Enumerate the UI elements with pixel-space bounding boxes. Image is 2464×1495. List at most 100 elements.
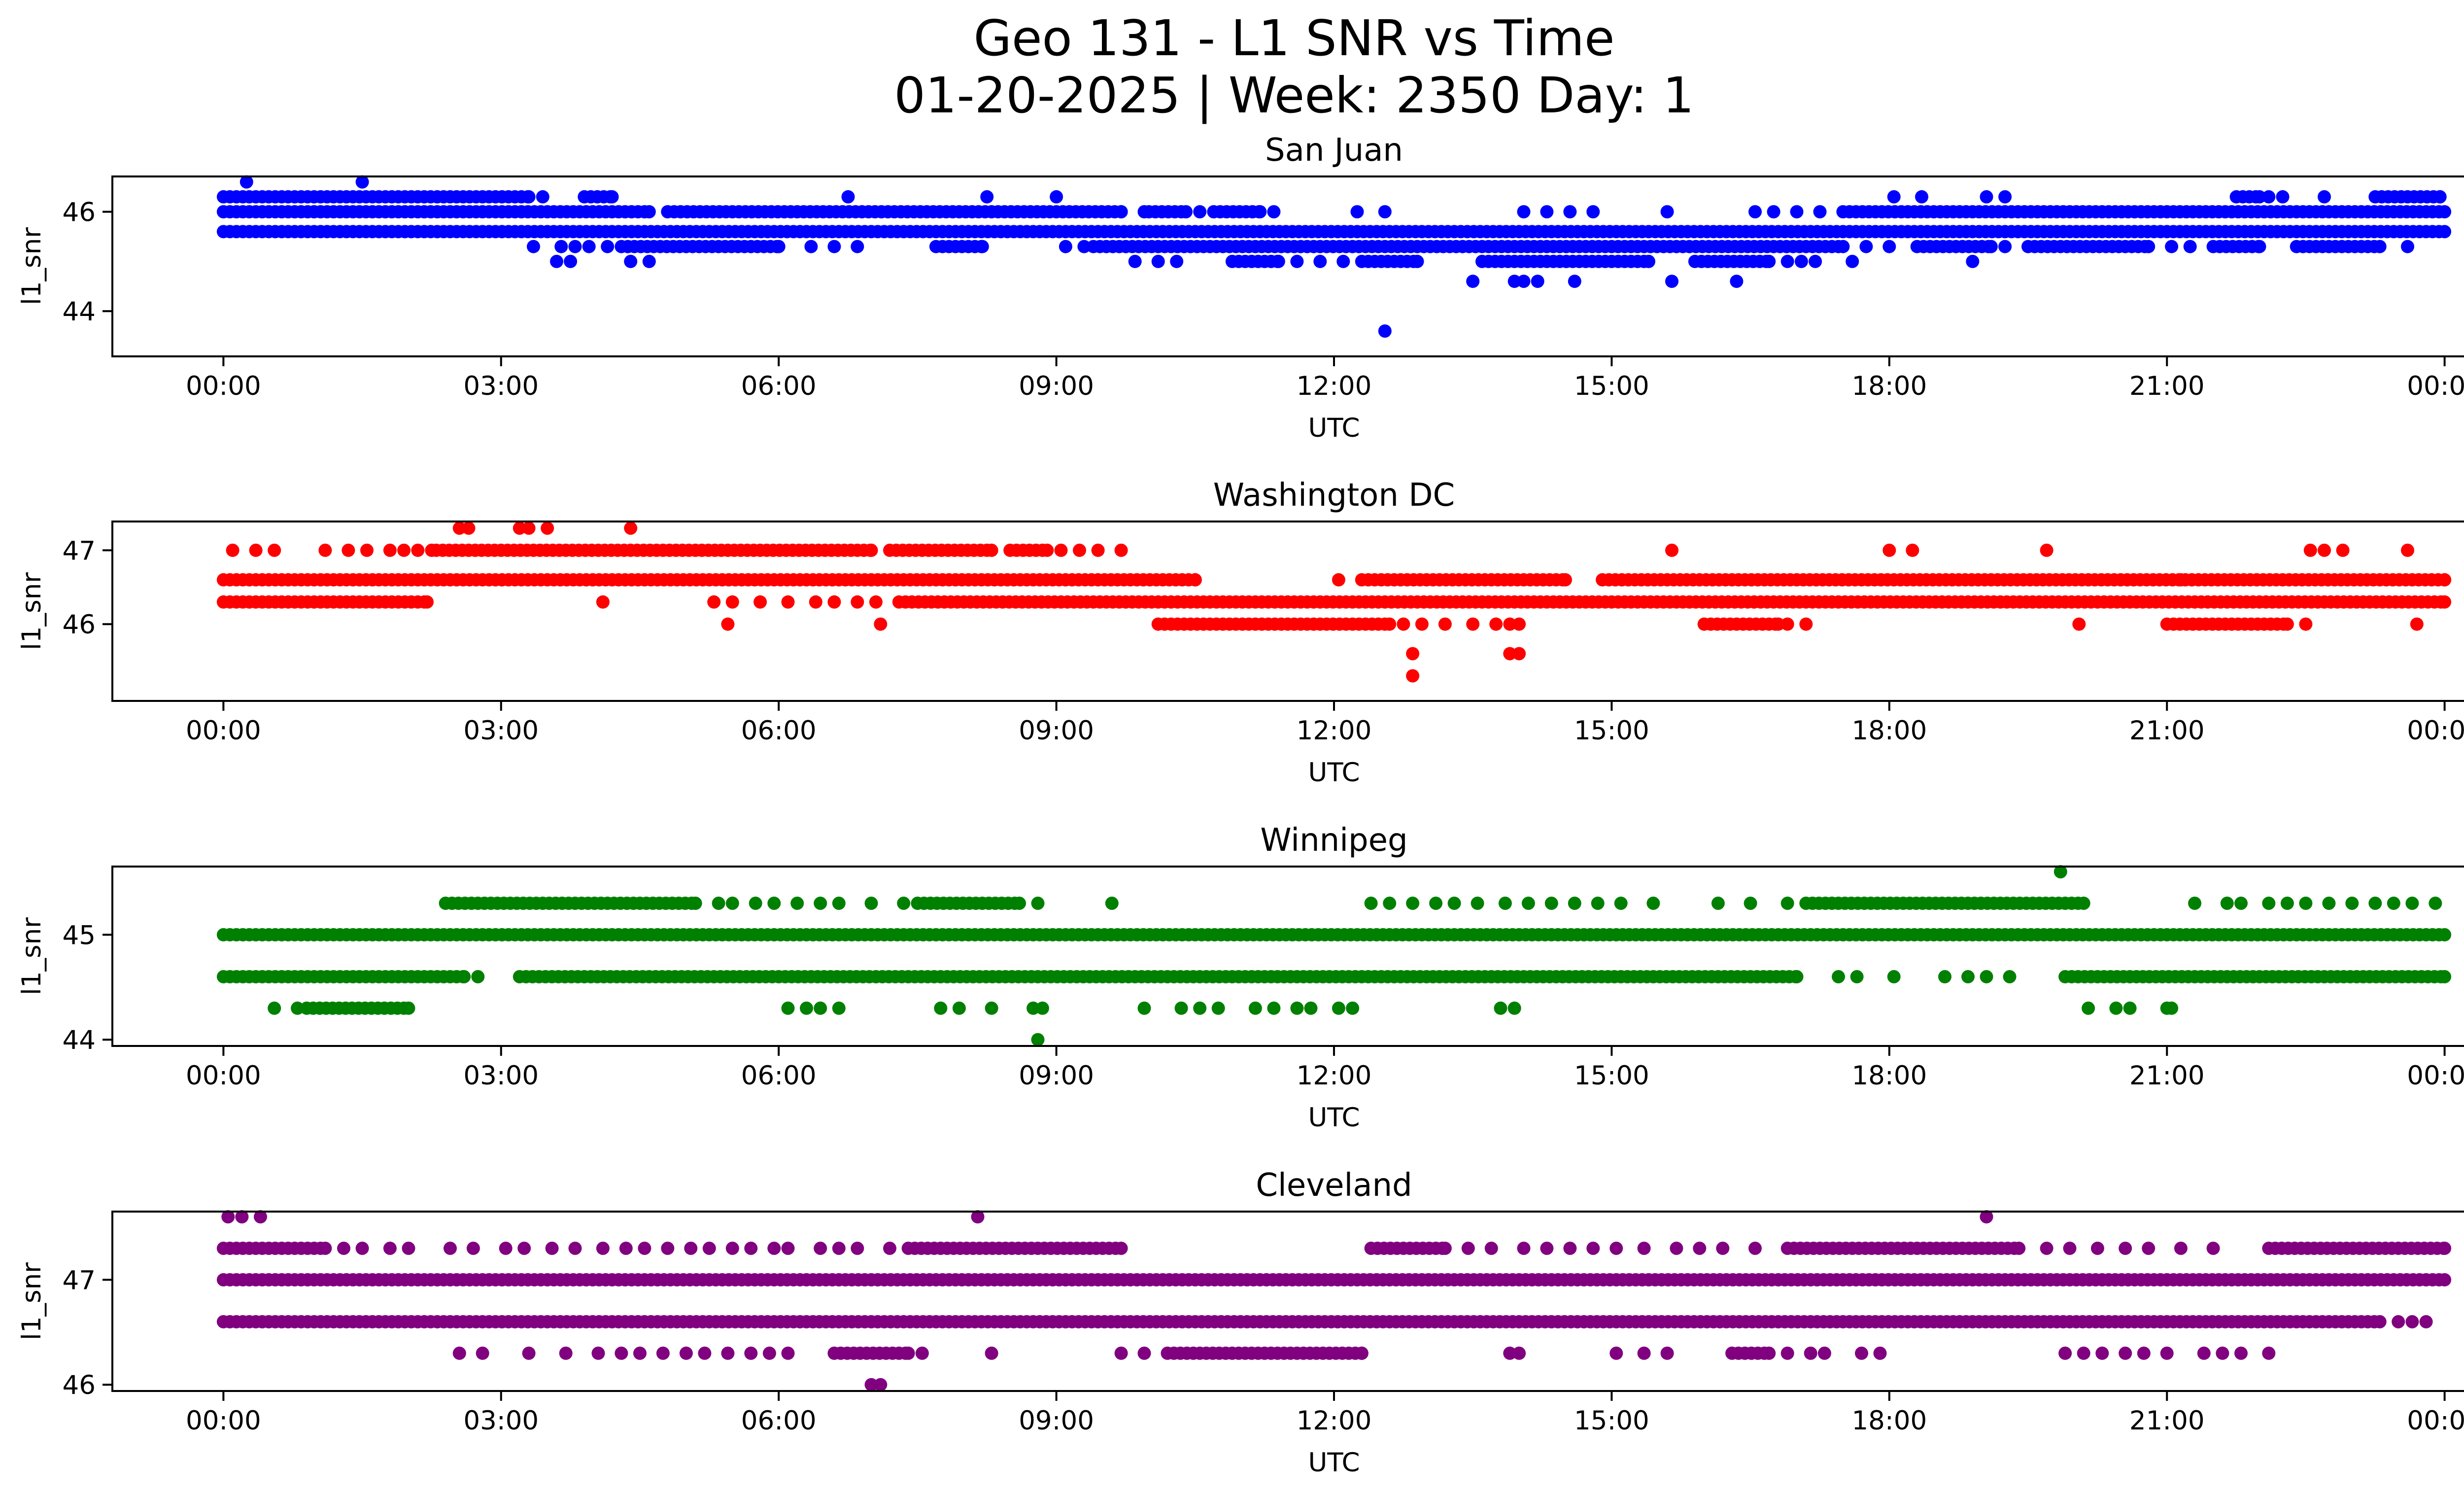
data-point (402, 1242, 415, 1255)
data-point (360, 543, 374, 557)
data-point (564, 254, 578, 268)
data-point (582, 240, 596, 253)
data-point (554, 240, 568, 253)
data-point (901, 1346, 915, 1360)
data-point (452, 522, 466, 535)
data-point (457, 970, 471, 983)
data-point (1350, 205, 1364, 219)
data-point (411, 543, 425, 557)
data-point (2137, 1346, 2151, 1360)
data-point (985, 1001, 998, 1015)
data-point (1489, 617, 1503, 631)
data-point (2109, 1001, 2123, 1015)
data-point (1748, 205, 1762, 219)
figure-title-line1: Geo 131 - L1 SNR vs Time (974, 9, 1615, 67)
x-axis-label: UTC (1308, 1448, 1360, 1478)
data-point (814, 1001, 827, 1015)
data-point (2438, 1242, 2452, 1255)
data-point (1980, 190, 1993, 204)
data-point (2280, 617, 2294, 631)
data-point (2090, 1242, 2104, 1255)
data-point (1415, 617, 1429, 631)
data-point (2165, 240, 2179, 253)
data-point (2401, 543, 2414, 557)
data-point (240, 175, 253, 189)
data-point (790, 897, 804, 910)
data-point (1660, 205, 1674, 219)
x-tick-label: 06:00 (741, 371, 817, 401)
x-tick-label: 15:00 (1574, 716, 1649, 746)
data-point (550, 254, 563, 268)
data-point (975, 240, 989, 253)
x-tick-label: 21:00 (2129, 1061, 2205, 1091)
data-point (1906, 543, 1919, 557)
data-point (2262, 190, 2276, 204)
data-point (1730, 275, 1744, 288)
data-point (402, 1001, 415, 1015)
data-point (1174, 1001, 1188, 1015)
data-point (1137, 1346, 1151, 1360)
data-point (235, 1210, 249, 1224)
data-point (1438, 617, 1452, 631)
data-point (2040, 1242, 2053, 1255)
data-point (2188, 897, 2202, 910)
data-point (1466, 275, 1480, 288)
data-point (1762, 1346, 1776, 1360)
data-point (1027, 1001, 1040, 1015)
subplot-san-juan: San Juan 00:00 03:00 06:00 09:00 12:00 15:00 1… (17, 132, 2464, 443)
data-point (452, 1346, 466, 1360)
data-point (541, 522, 554, 535)
data-point (744, 1346, 758, 1360)
x-axis-label: UTC (1308, 413, 1360, 443)
data-point (2438, 970, 2452, 983)
x-tick-label: 00:00 (186, 1406, 261, 1436)
data-point (601, 240, 615, 253)
figure-title-line2: 01-20-2025 | Week: 2350 Day: 1 (894, 67, 1694, 124)
data-point (1267, 1001, 1281, 1015)
data-point (1882, 240, 1896, 253)
data-point (476, 1346, 489, 1360)
data-point (809, 595, 822, 609)
x-tick-label: 15:00 (1574, 1406, 1649, 1436)
data-point (1614, 897, 1628, 910)
y-axis-label: l1_snr (17, 1262, 47, 1340)
data-point (2119, 1242, 2132, 1255)
data-point (1780, 897, 1794, 910)
data-point (2373, 1315, 2387, 1328)
data-point (2095, 1346, 2109, 1360)
data-point (971, 1210, 985, 1224)
data-point (1762, 254, 1776, 268)
data-point (2280, 897, 2294, 910)
y-tick-label: 47 (63, 536, 96, 566)
data-point (1998, 240, 2012, 253)
data-point (425, 543, 439, 557)
x-tick-label: 09:00 (1019, 716, 1094, 746)
y-tick-label: 46 (63, 610, 96, 640)
data-point (2012, 1242, 2026, 1255)
data-point (1980, 970, 1993, 983)
data-point (2401, 240, 2414, 253)
y-axis-ticks: 46 47 (63, 1265, 112, 1400)
data-point (2142, 240, 2156, 253)
data-point (1503, 1346, 1517, 1360)
data-point (781, 1346, 795, 1360)
data-point (1915, 190, 1928, 204)
subplot-title: Winnipeg (1260, 822, 1407, 859)
x-tick-label: 00:00 (2407, 371, 2464, 401)
x-tick-label: 00:00 (186, 716, 261, 746)
data-point (1966, 254, 1980, 268)
data-point (1804, 1346, 1817, 1360)
data-point (832, 1001, 846, 1015)
data-point (2119, 1346, 2132, 1360)
data-point (1031, 897, 1045, 910)
x-tick-label: 15:00 (1574, 371, 1649, 401)
data-point (1563, 205, 1577, 219)
data-point (1563, 1242, 1577, 1255)
subplot-winnipeg: Winnipeg 00:00 03:00 06:00 09:00 12:00 15:00 1… (17, 822, 2464, 1133)
data-point (249, 543, 263, 557)
data-point (2276, 190, 2290, 204)
x-tick-label: 00:00 (2407, 1061, 2464, 1091)
data-point (591, 1346, 605, 1360)
data-point (725, 595, 739, 609)
data-point (1077, 240, 1091, 253)
